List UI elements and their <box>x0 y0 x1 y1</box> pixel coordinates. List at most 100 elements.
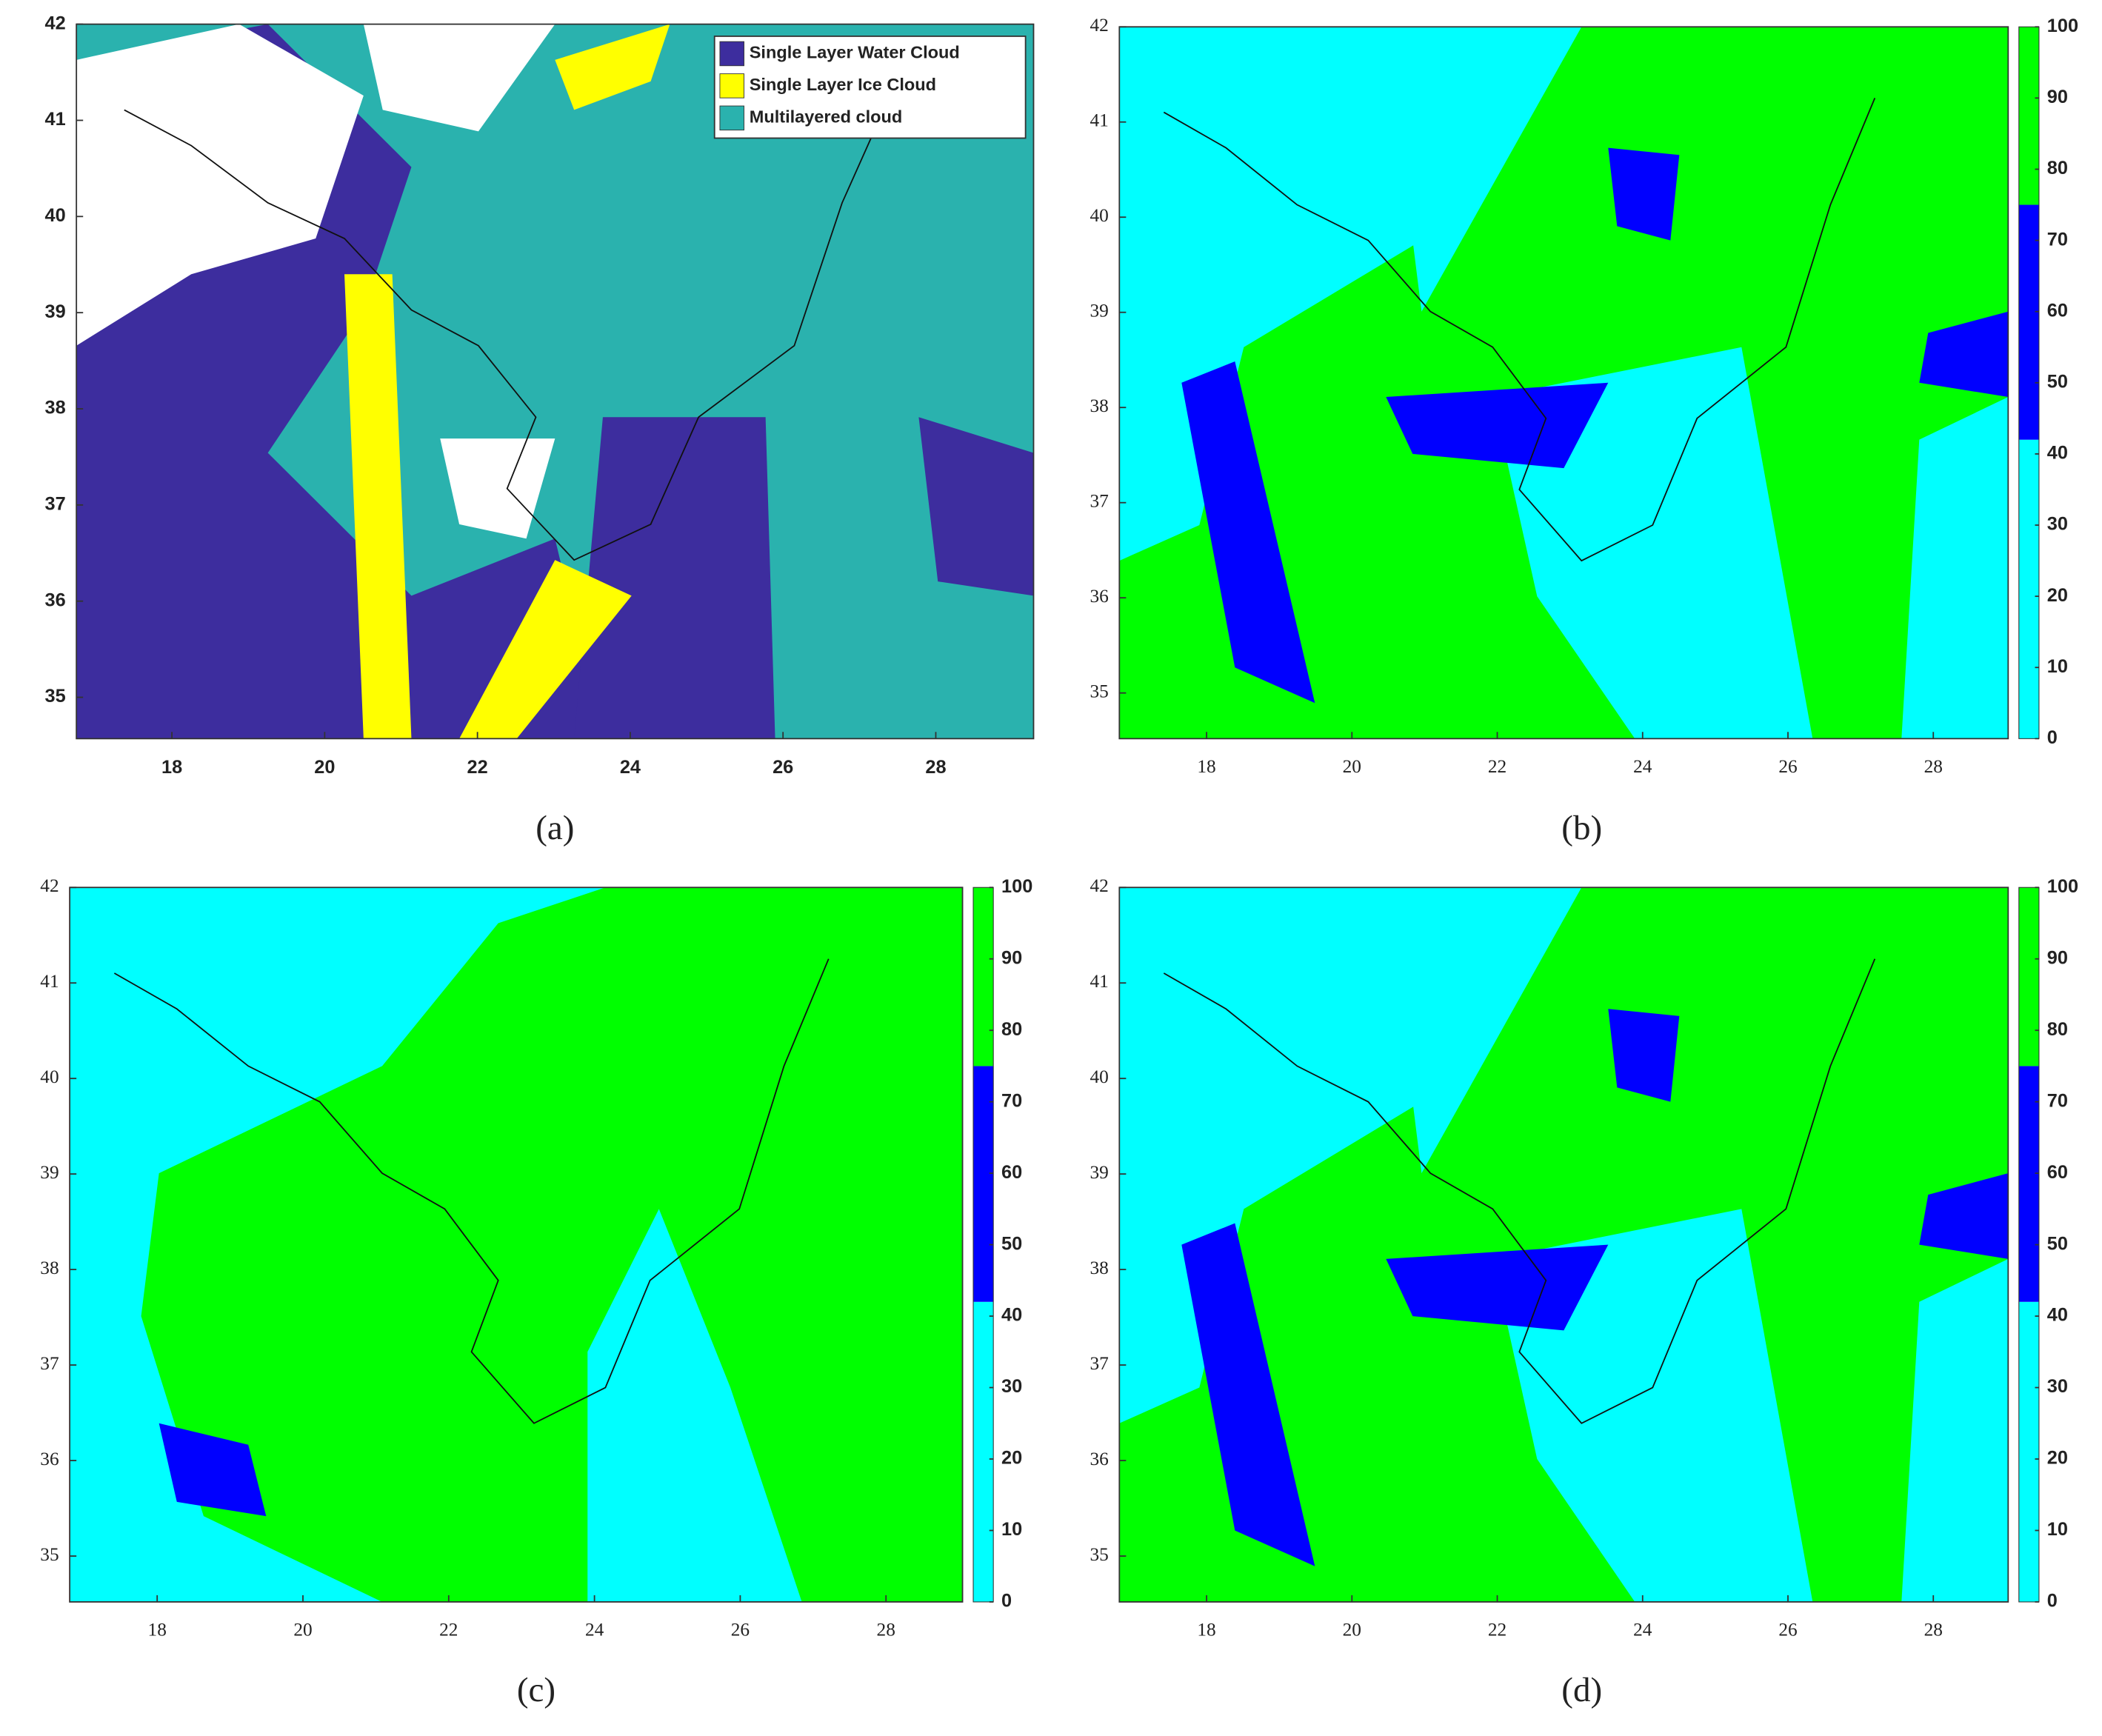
colorbar-tick-label: 20 <box>2047 585 2068 606</box>
y-tick-label: 35 <box>1090 681 1108 701</box>
legend-label: Multilayered cloud <box>750 107 902 127</box>
colorbar-tick-label: 10 <box>1001 1519 1022 1540</box>
x-tick-label: 18 <box>1197 756 1215 777</box>
coastline <box>113 958 830 1424</box>
colorbar-tick-label: 90 <box>2047 87 2068 107</box>
y-tick-label: 42 <box>40 875 59 896</box>
y-tick-label: 37 <box>40 1353 59 1374</box>
colorbar-tick-label: 40 <box>1001 1305 1022 1326</box>
y-tick-label: 37 <box>45 494 66 515</box>
colorbar-tick-label: 20 <box>2047 1448 2068 1469</box>
colorbar-band <box>973 1066 994 1302</box>
map-region <box>459 560 632 739</box>
y-tick-label: 41 <box>1090 971 1108 992</box>
colorbar-tick-label: 30 <box>1001 1376 1022 1397</box>
x-tick-label: 28 <box>877 1620 895 1640</box>
colorbar-tick-label: 70 <box>2047 229 2068 250</box>
map-region <box>1386 1244 1609 1331</box>
y-tick-label: 39 <box>1090 1162 1108 1183</box>
y-tick-label: 38 <box>40 1258 59 1278</box>
map-region <box>1919 1173 2009 1259</box>
x-tick-label: 24 <box>620 757 641 778</box>
plot-frame <box>1118 26 2009 740</box>
map-region <box>1386 887 1582 1174</box>
colorbar-tick-label: 90 <box>2047 947 2068 968</box>
x-tick-label: 20 <box>293 1620 312 1640</box>
x-tick-label: 20 <box>1343 756 1361 777</box>
map-region <box>1901 1258 2009 1602</box>
colorbar-tick-label: 60 <box>2047 300 2068 321</box>
legend-label: Single Layer Ice Cloud <box>750 75 936 94</box>
colorbar-tick-label: 60 <box>1001 1162 1022 1183</box>
x-tick-label: 22 <box>467 757 488 778</box>
colorbar-band <box>2018 1301 2039 1602</box>
map-region <box>76 24 364 346</box>
map-panel: 18 20 22 24 26 28 35 36 37 38 39 40 41 42 (c) 0 10 20 30 40… <box>40 875 1032 1709</box>
plot-frame <box>1118 887 2009 1603</box>
colorbar-tick-label: 20 <box>1001 1448 1022 1469</box>
map-region <box>574 417 775 739</box>
panel-caption: (d) <box>1561 1671 1602 1709</box>
x-tick-label: 18 <box>1197 1620 1215 1640</box>
x-tick-label: 24 <box>1633 756 1652 777</box>
y-tick-label: 36 <box>1090 1449 1108 1469</box>
colorbar-tick-label: 100 <box>2047 876 2078 897</box>
map-region <box>159 1423 267 1517</box>
map-region <box>1608 1009 1680 1102</box>
colorbar-band <box>2018 27 2039 205</box>
colorbar-band <box>2018 1066 2039 1302</box>
map-region <box>1386 27 1582 312</box>
x-tick-label: 22 <box>1488 756 1507 777</box>
colorbar-tick-label: 0 <box>1001 1591 1012 1612</box>
x-tick-label: 24 <box>1633 1620 1652 1640</box>
colorbar-tick-label: 0 <box>2047 1591 2058 1612</box>
colorbar-tick-label: 50 <box>2047 1233 2068 1254</box>
y-tick-label: 40 <box>40 1066 59 1087</box>
map-region <box>1919 311 2009 398</box>
plot-frame <box>69 887 964 1603</box>
y-tick-label: 39 <box>45 301 66 322</box>
y-tick-label: 35 <box>40 1544 59 1565</box>
colorbar-tick-label: 50 <box>2047 371 2068 392</box>
colorbar-tick-label: 100 <box>2047 16 2078 36</box>
map-region <box>555 24 670 110</box>
y-tick-label: 36 <box>1090 586 1108 607</box>
coastline <box>124 95 891 561</box>
legend-label: Single Layer Water Cloud <box>750 43 960 62</box>
legend-swatch <box>719 105 744 131</box>
x-tick-label: 26 <box>1778 756 1797 777</box>
x-tick-label: 26 <box>1778 1620 1797 1640</box>
x-tick-label: 22 <box>439 1620 458 1640</box>
x-tick-label: 26 <box>731 1620 750 1640</box>
x-tick-label: 22 <box>1488 1620 1507 1640</box>
y-tick-label: 36 <box>40 1449 59 1469</box>
colorbar-band <box>2018 887 2039 1066</box>
colorbar-tick-label: 70 <box>2047 1090 2068 1111</box>
colorbar-band <box>2018 439 2039 739</box>
colorbar-tick-label: 30 <box>2047 514 2068 535</box>
colorbar-tick-label: 10 <box>2047 656 2068 677</box>
colorbar-tick-label: 80 <box>2047 158 2068 178</box>
y-tick-label: 37 <box>1090 491 1108 512</box>
y-tick-label: 41 <box>45 109 66 130</box>
colorbar-tick-label: 70 <box>1001 1090 1022 1111</box>
y-tick-label: 37 <box>1090 1353 1108 1374</box>
map-region <box>363 24 555 132</box>
y-tick-label: 41 <box>40 971 59 992</box>
map-region <box>1181 361 1315 704</box>
map-region <box>141 887 963 1602</box>
colorbar-tick-label: 0 <box>2047 727 2058 748</box>
colorbar-tick-label: 80 <box>1001 1019 1022 1040</box>
y-tick-label: 42 <box>45 13 66 33</box>
x-tick-label: 24 <box>585 1620 604 1640</box>
y-tick-label: 42 <box>1090 15 1108 36</box>
panel-caption: (c) <box>517 1671 555 1709</box>
colorbar-tick-label: 40 <box>2047 1305 2068 1326</box>
map-region <box>1901 397 2009 739</box>
x-tick-label: 20 <box>1343 1620 1361 1640</box>
colorbar-tick-label: 100 <box>1001 876 1032 897</box>
x-tick-label: 28 <box>1924 756 1943 777</box>
colorbar-tick-label: 10 <box>2047 1519 2068 1540</box>
y-tick-label: 40 <box>1090 205 1108 226</box>
